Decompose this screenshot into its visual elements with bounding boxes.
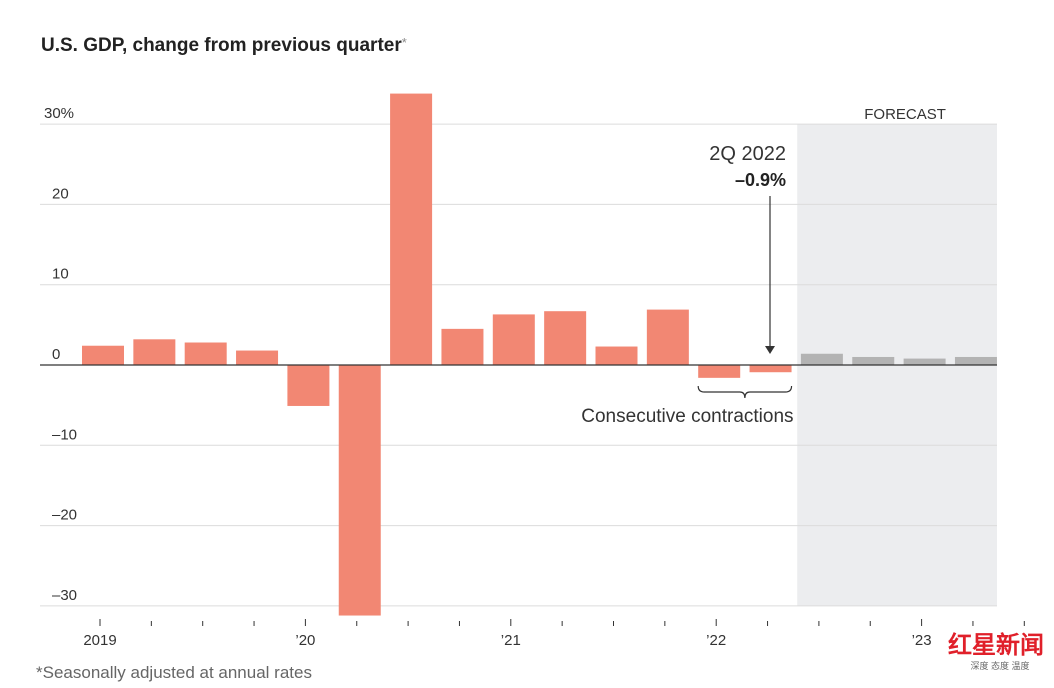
bar-2020-q2 [338,365,381,616]
bar-2022-q1 [698,365,741,378]
contraction-bracket [697,385,793,399]
y-tick-label: –20 [52,507,77,524]
watermark-sub: 深度 态度 温度 [970,661,1030,671]
annotation-arrow-head [765,346,775,354]
y-tick-label: 0 [52,346,60,363]
bracket-label: Consecutive contractions [581,406,793,427]
bar-2023-q2 [954,356,997,365]
bar-2020-q1 [287,365,330,406]
bar-2022-q2 [749,365,792,373]
forecast-label: FORECAST [864,106,946,123]
annotation-label: 2Q 2022 [709,143,786,165]
title-mark: * [401,35,407,50]
y-tick-label: –10 [52,426,77,443]
y-tick-label: 20 [52,185,69,202]
bar-2019-q3 [184,342,227,365]
bar-2020-q3 [390,93,433,365]
bar-2021-q4 [646,309,689,365]
y-tick-label: –30 [52,587,77,604]
bar-2021-q1 [492,314,535,365]
bar-2020-q4 [441,328,484,365]
y-tick-label: 30% [44,105,74,122]
bar-2019-q1 [82,345,124,365]
title-text: U.S. GDP, change from previous quarter [41,35,402,56]
bar-2022-q4 [852,356,895,365]
bar-2022-q3 [800,353,843,365]
bar-2019-q2 [133,339,176,365]
x-tick-label: ’22 [706,632,726,649]
bar-2021-q3 [595,346,638,365]
annotation-value: –0.9% [735,170,786,190]
bar-2021-q2 [544,311,587,365]
x-tick-label: ’23 [912,632,932,649]
x-tick-label: ’20 [295,632,315,649]
bar-2019-q4 [236,350,279,365]
bar-2023-q1 [903,358,946,365]
x-tick-label: 2019 [83,632,116,649]
chart-title: U.S. GDP, change from previous quarter* [41,35,407,57]
footnote: *Seasonally adjusted at annual rates [36,663,312,682]
watermark-logo: 红星新闻 深度 态度 温度 [948,630,1052,672]
y-tick-label: 10 [52,266,69,283]
x-tick-label: ’21 [501,632,521,649]
watermark-text: 红星新闻 [948,630,1044,659]
